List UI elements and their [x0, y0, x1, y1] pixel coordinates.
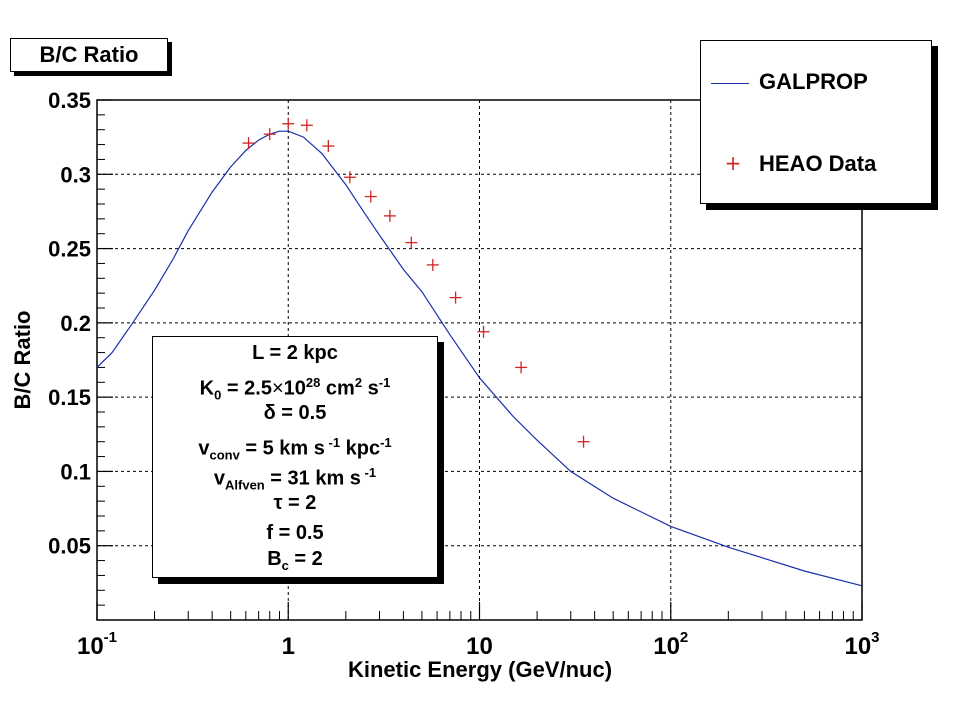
param-vconv: vconv = 5 km s -1 kpc-1 — [198, 435, 392, 463]
series-galprop-line — [96, 130, 863, 587]
x-tick-base: 10 — [844, 633, 871, 660]
chart-title: B/C Ratio — [10, 38, 168, 72]
y-tick-label: 0.3 — [60, 162, 91, 187]
data-point — [449, 291, 462, 304]
param-tau: τ = 2 — [273, 492, 317, 514]
param-valfven: vAlfven = 31 km s -1 — [213, 465, 377, 493]
x-tick-label: 103 — [844, 629, 879, 660]
x-tick-base: 10 — [653, 633, 680, 660]
x-tick-label: 102 — [653, 629, 688, 660]
legend-marker-swatch: + — [724, 151, 742, 175]
legend: GALPROP + HEAO Data — [700, 40, 932, 204]
param-l: L = 2 kpc — [252, 342, 338, 364]
legend-label: HEAO Data — [759, 151, 877, 176]
legend-item-galprop: GALPROP — [701, 63, 931, 103]
x-tick-base: 10 — [77, 633, 104, 660]
data-point — [477, 325, 490, 338]
data-point — [577, 435, 590, 448]
x-tick-exponent: 3 — [871, 629, 879, 646]
data-point — [343, 171, 356, 184]
param-k0: K0 = 2.5×1028 cm2 s-1 — [199, 375, 391, 403]
data-point — [242, 137, 255, 150]
axis-ticks — [96, 99, 863, 620]
data-point — [300, 119, 313, 132]
data-point — [282, 117, 295, 130]
x-tick-label: 1 — [282, 633, 295, 660]
y-tick-label: 0.1 — [60, 459, 91, 484]
data-point — [515, 361, 528, 374]
x-axis-label: Kinetic Energy (GeV/nuc) — [348, 657, 612, 682]
legend-line-swatch — [711, 83, 749, 84]
y-tick-label: 0.35 — [48, 88, 91, 113]
param-bc: Bc = 2 — [267, 548, 323, 573]
x-tick-base: 1 — [282, 633, 295, 660]
data-point — [322, 140, 335, 153]
y-tick-labels: 0.05 0.1 0.15 0.2 0.25 0.3 0.35 — [48, 88, 91, 559]
y-axis-label: B/C Ratio — [10, 311, 35, 410]
y-tick-label: 0.25 — [48, 237, 91, 262]
x-tick-exponent: 2 — [680, 629, 688, 646]
x-tick-exponent: -1 — [104, 629, 117, 646]
x-tick-label: 10-1 — [77, 629, 117, 660]
data-point — [263, 128, 276, 141]
data-point — [405, 236, 418, 249]
legend-item-heao: + HEAO Data — [701, 145, 931, 185]
series-heao-markers — [242, 117, 590, 448]
data-point — [383, 209, 396, 222]
x-tick-labels: 10-1 1 10 102 103 — [77, 629, 880, 660]
y-tick-label: 0.2 — [60, 311, 91, 336]
legend-label: GALPROP — [759, 69, 868, 94]
param-delta: δ = 0.5 — [263, 402, 327, 424]
y-tick-label: 0.05 — [48, 534, 91, 559]
y-tick-label: 0.15 — [48, 385, 91, 410]
data-point — [426, 258, 439, 271]
parameter-box: L = 2 kpc K0 = 2.5×1028 cm2 s-1 δ = 0.5 … — [152, 336, 438, 578]
data-point — [364, 190, 377, 203]
x-tick-base: 10 — [466, 633, 493, 660]
x-tick-label: 10 — [466, 633, 493, 660]
param-f: f = 0.5 — [266, 522, 324, 544]
